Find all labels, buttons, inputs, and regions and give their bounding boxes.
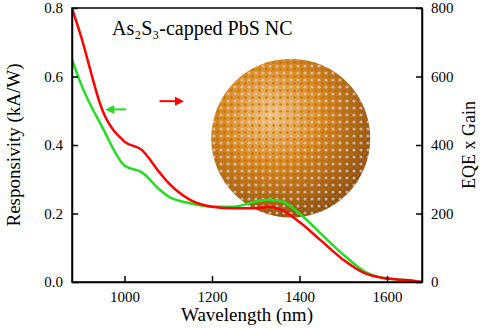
nanocrystal-atoms (211, 59, 370, 218)
tick: 0.6 (44, 69, 78, 85)
tick-mark (416, 145, 422, 147)
tick: 1200 (198, 276, 228, 305)
tick-mark (416, 8, 422, 10)
tick-label: 0.2 (44, 206, 63, 222)
tick-label: 1400 (285, 289, 315, 305)
chart: 1000 1200 1400 1600 0.0 0.2 0.4 0.6 0.8 0 200 400 60… (0, 0, 484, 328)
nanocrystal-body (211, 59, 370, 218)
tick-mark (72, 76, 78, 78)
plot: 1000 1200 1400 1600 0.0 0.2 0.4 0.6 0.8 0 200 400 60… (44, 0, 453, 304)
tick-mark (72, 8, 78, 10)
tick: 600 (416, 69, 454, 85)
y-axis-title: Responsivity (kA/W) (3, 63, 25, 226)
tick-mark (416, 282, 422, 284)
tick-mark (124, 276, 126, 282)
y-axis: 0.0 0.2 0.4 0.6 0.8 (44, 0, 78, 290)
tick-mark (416, 76, 422, 78)
series-line (72, 8, 422, 282)
axis-arrows (105, 97, 184, 114)
lines (72, 8, 422, 282)
tick-label: 0 (431, 274, 439, 290)
tick: 1000 (110, 276, 140, 305)
tick: 0.4 (44, 137, 78, 153)
tick: 0 (416, 274, 439, 290)
tick: 0.2 (44, 206, 78, 222)
tick-label: 600 (431, 69, 454, 85)
tick: 200 (416, 206, 454, 222)
tick-label: 1200 (198, 289, 228, 305)
tick: 0.8 (44, 0, 78, 16)
tick-label: 1600 (373, 289, 403, 305)
y2-axis: 0 200 400 600 800 (416, 0, 454, 290)
nanocrystal (211, 59, 370, 218)
x-axis: 1000 1200 1400 1600 (73, 276, 423, 305)
tick-label: 0.6 (44, 69, 63, 85)
tick-label: 0.4 (44, 137, 63, 153)
tick: 0.0 (44, 274, 78, 290)
y2-axis-title: EQE x Gain (459, 101, 479, 189)
tick-mark (72, 213, 78, 215)
tick-label: 400 (431, 137, 454, 153)
tick-label: 1000 (110, 289, 140, 305)
tick: 1400 (285, 276, 315, 305)
tick: 1600 (373, 276, 403, 305)
tick: 800 (416, 0, 454, 16)
tick-label: 0.0 (44, 274, 63, 290)
tick-mark (299, 276, 301, 282)
tick-mark (387, 276, 389, 282)
x-axis-title: Wavelength (nm) (181, 304, 313, 326)
arrow-right-axis-head (175, 97, 184, 106)
chart-title: As₂S₃-capped PbS NC (112, 17, 293, 40)
arrow-left-axis-head (105, 105, 114, 114)
tick-mark (72, 145, 78, 147)
tick-mark (212, 276, 214, 282)
tick-mark (416, 213, 422, 215)
tick-label: 800 (431, 0, 454, 16)
plot-frame (72, 8, 422, 282)
tick-label: 200 (431, 206, 454, 222)
tick-label: 0.8 (44, 0, 63, 16)
tick-mark (72, 282, 78, 284)
tick: 400 (416, 137, 454, 153)
series-line (72, 59, 422, 282)
